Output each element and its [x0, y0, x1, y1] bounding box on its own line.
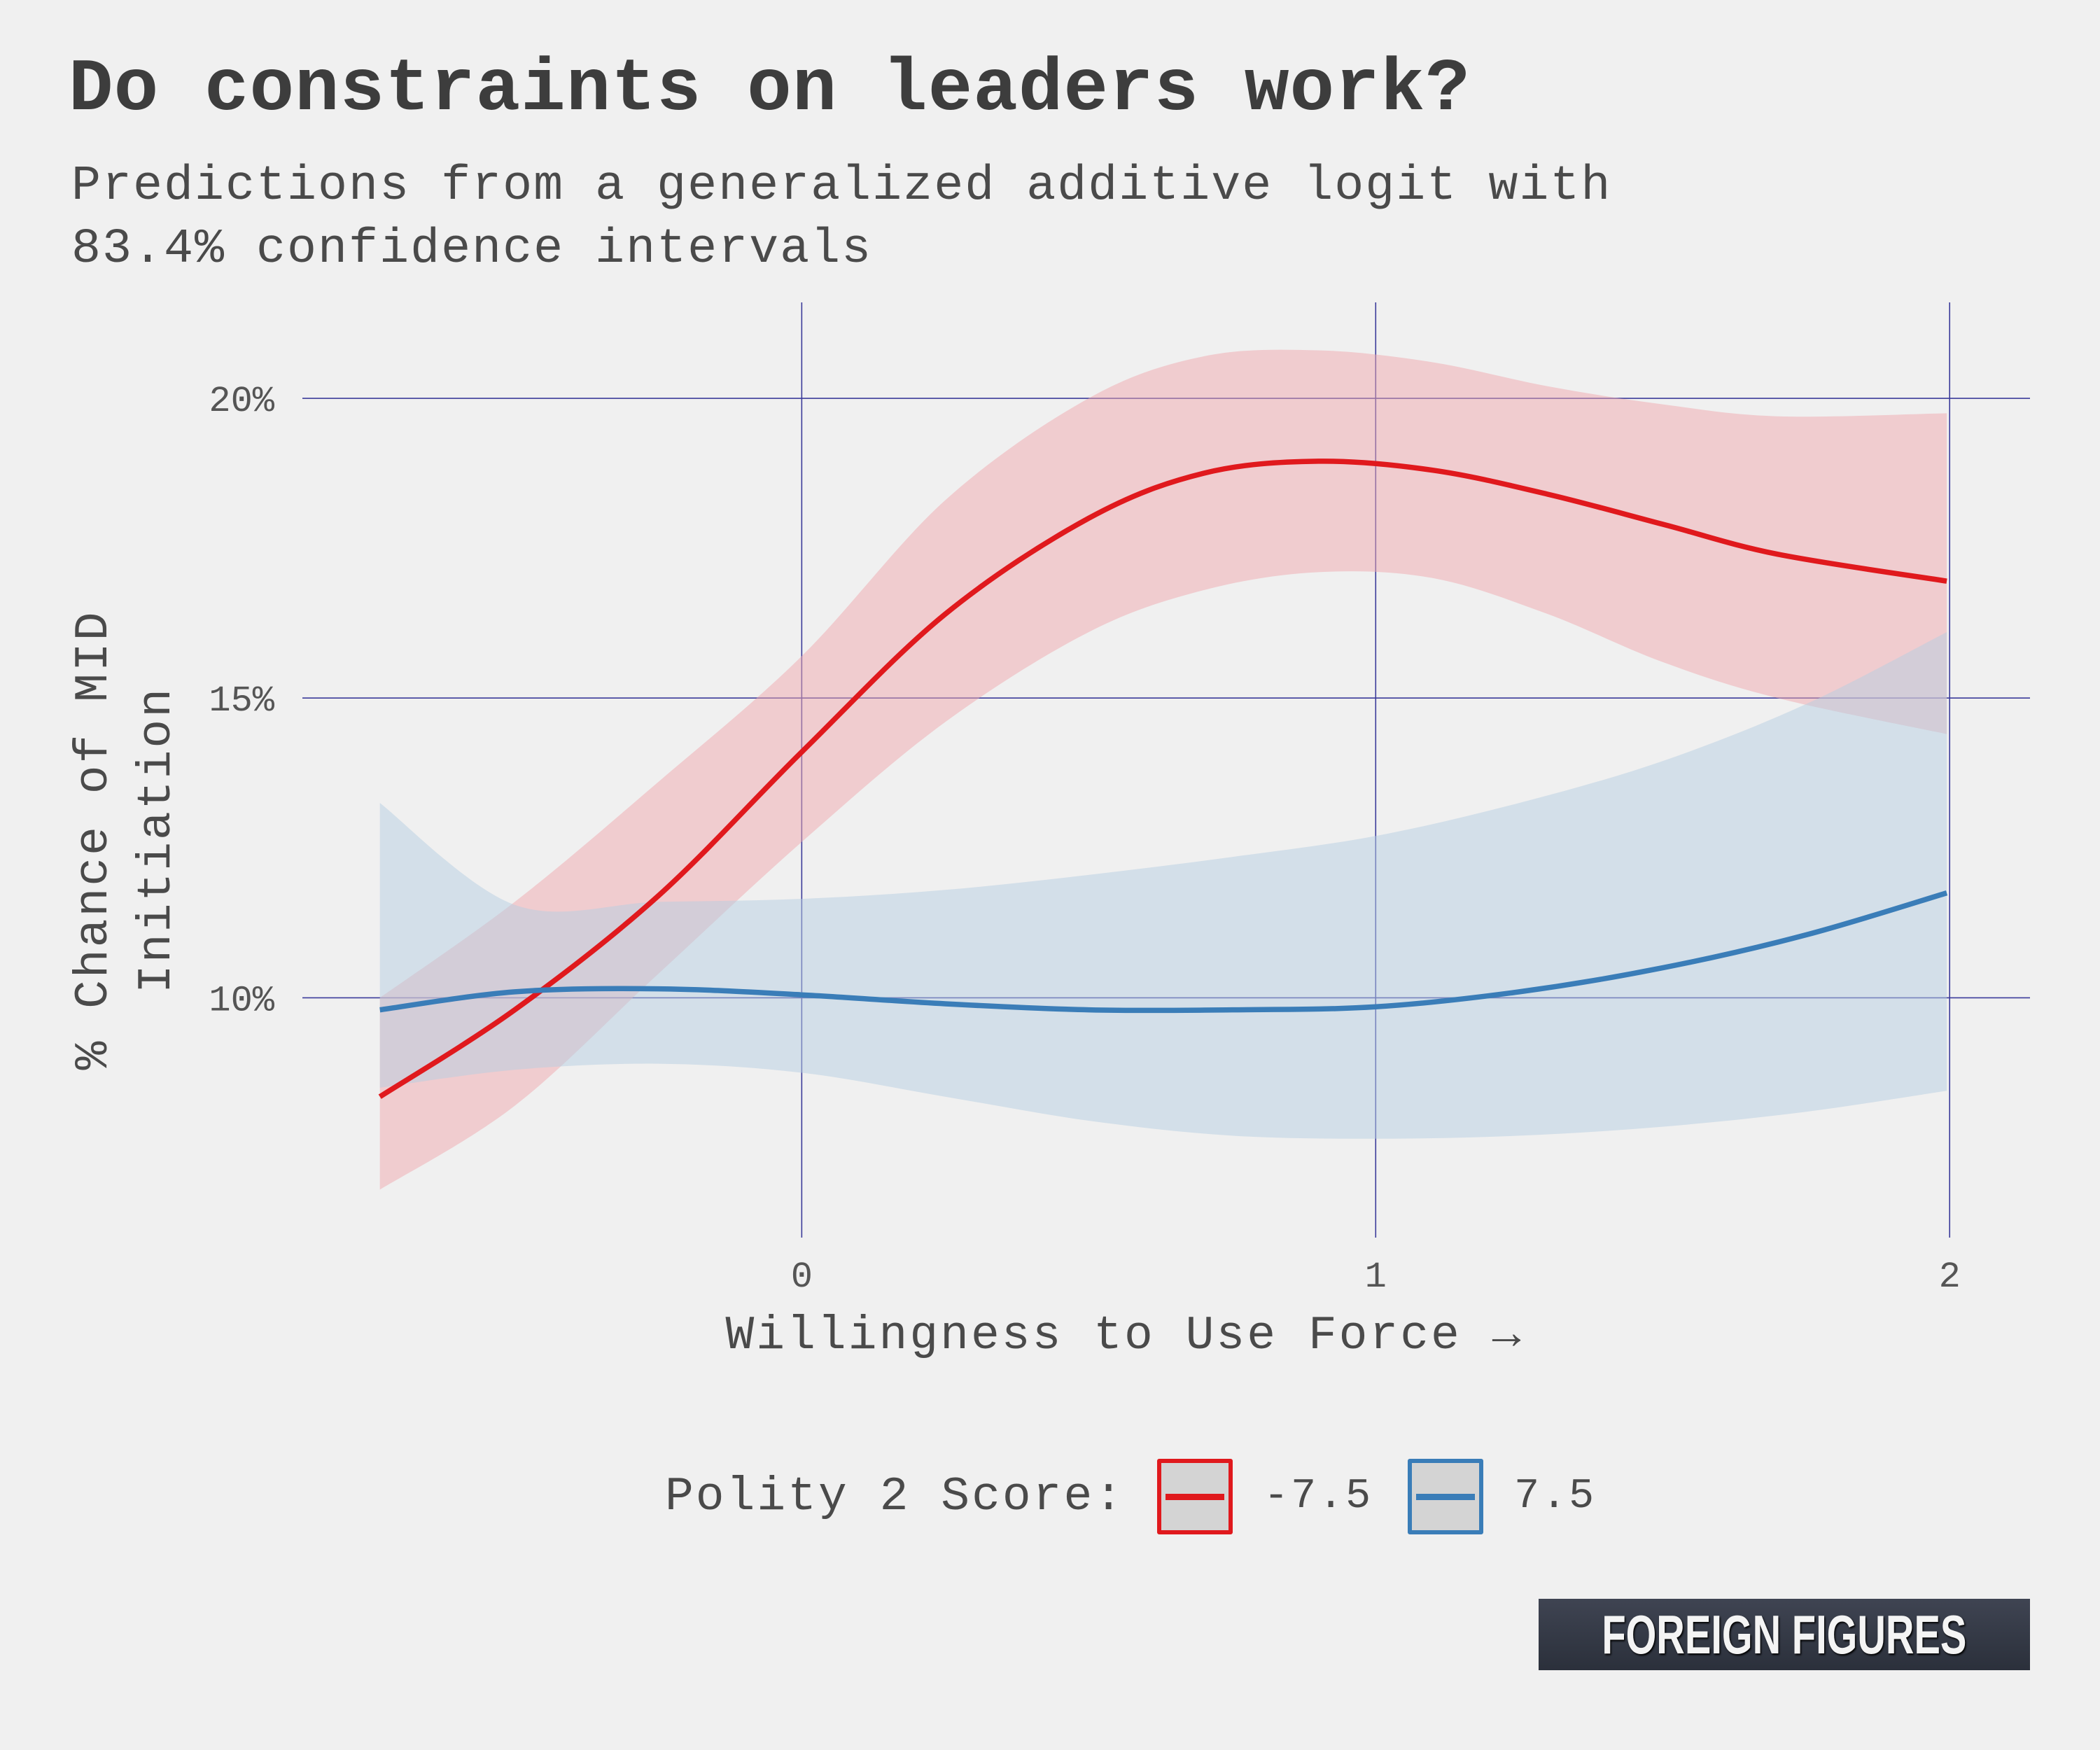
legend-label-series-1: -7.5 [1264, 1473, 1373, 1520]
series-line-2 [379, 890, 1948, 1014]
y-tick-label: 20% [209, 381, 274, 422]
logo-text: FOREIGN FIGURES [1602, 1603, 1967, 1665]
x-tick-label: 0 [791, 1256, 813, 1298]
x-tick-label: 1 [1365, 1256, 1387, 1298]
subtitle-line-2: 83.4% confidence intervals [71, 222, 873, 277]
legend-key-series-2 [1408, 1459, 1484, 1534]
y-tick-label: 15% [209, 680, 274, 722]
subtitle-line-1: Predictions from a generalized additive … [71, 159, 1612, 214]
legend-item-series-1: -7.5 [1157, 1459, 1373, 1534]
y-axis-title: % Chance of MID Initiation [67, 610, 184, 1070]
chart-subtitle: Predictions from a generalized additive … [71, 155, 1961, 281]
confidence-band-series-2 [379, 632, 1947, 1139]
tick-labels: 10% 15% 20% 0 1 2 [209, 381, 1960, 1298]
chart-title: Do constraints on leaders work? [69, 48, 1471, 132]
y-axis-title-line-1: % Chance of MID [67, 610, 121, 1070]
brand-logo: FOREIGN FIGURES [1539, 1599, 2030, 1670]
confidence-bands [379, 349, 1947, 1190]
series-line-1 [378, 458, 1947, 1099]
x-tick-label: 2 [1939, 1256, 1961, 1298]
y-tick-label: 10% [209, 980, 274, 1021]
y-axis-title-line-2: Initiation [130, 687, 184, 993]
legend-item-series-2: 7.5 [1408, 1459, 1596, 1534]
legend-key-line [1166, 1493, 1225, 1500]
legend-key-series-1 [1157, 1459, 1233, 1534]
x-axis-title: Willingness to Use Force → [726, 1309, 1523, 1363]
legend-key-line [1416, 1493, 1476, 1500]
legend: Polity 2 Score: -7.5 7.5 [665, 1455, 1631, 1539]
series-lines [378, 458, 1948, 1099]
legend-label-series-2: 7.5 [1514, 1473, 1597, 1520]
legend-title: Polity 2 Score: [665, 1469, 1126, 1524]
confidence-band-series-1 [379, 349, 1947, 1190]
